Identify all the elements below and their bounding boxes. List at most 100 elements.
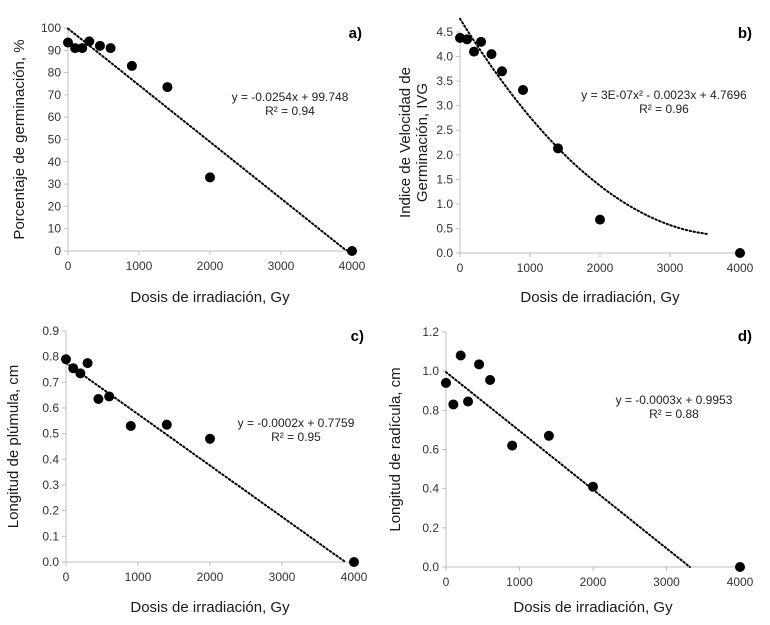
data-point [507, 440, 518, 451]
y-tick-label: 90 [48, 43, 62, 57]
y-axis-title-line: Germinación, IVG [414, 83, 431, 202]
y-axis-title: Indice de Velocidad deGerminación, IVG [397, 67, 431, 218]
y-tick-label: 0 [54, 244, 61, 258]
data-point [543, 430, 554, 441]
y-tick-label: 80 [48, 66, 62, 80]
data-point [497, 66, 507, 77]
y-axis-title-line: Indice de Velocidad de [397, 67, 414, 218]
data-point [162, 82, 173, 93]
x-tick-label: 1000 [125, 570, 152, 584]
data-point [462, 34, 472, 45]
y-tick-label: 30 [48, 177, 62, 191]
data-point [485, 374, 496, 385]
y-tick-label: 40 [48, 155, 62, 169]
y-tick-label: 1.2 [422, 325, 439, 339]
panel-label: b) [738, 25, 752, 42]
y-tick-label: 70 [48, 88, 62, 102]
y-tick-label: 0.7 [42, 375, 59, 389]
data-point [347, 246, 357, 256]
x-tick-label: 2000 [587, 261, 614, 275]
x-axis-title: Dosis de irradiación, Gy [513, 599, 673, 616]
y-tick-label: 3.0 [436, 99, 453, 113]
x-tick-label: 2000 [197, 570, 224, 584]
data-point [518, 84, 528, 95]
y-tick-label: 0.1 [42, 529, 59, 543]
y-tick-label: 0.6 [42, 401, 59, 415]
y-tick-label: 100 [41, 21, 61, 35]
data-point [105, 43, 116, 54]
x-tick-label: 2000 [580, 575, 607, 589]
panel-label: a) [349, 25, 362, 42]
y-tick-label: 0.2 [422, 521, 439, 535]
x-axis-title: Dosis de irradiación, Gy [130, 599, 290, 616]
y-tick-label: 10 [48, 222, 62, 236]
data-point [205, 433, 215, 444]
data-point [126, 60, 137, 71]
y-tick-label: 0.4 [422, 482, 439, 496]
x-tick-label: 3000 [653, 575, 680, 589]
x-tick-label: 4000 [727, 261, 754, 275]
data-point [63, 37, 73, 48]
r-squared: R² = 0.94 [265, 104, 315, 118]
y-tick-label: 0.0 [436, 246, 453, 260]
y-tick-label: 2.0 [436, 148, 453, 162]
data-point [94, 40, 105, 51]
data-point [735, 562, 745, 572]
x-tick-label: 4000 [339, 259, 366, 273]
x-tick-label: 3000 [269, 570, 296, 584]
trendline [445, 371, 691, 568]
y-tick-label: 0.8 [42, 350, 59, 364]
y-axis-title: Longitud de radícula, cm [387, 367, 404, 531]
y-tick-label: 0.4 [42, 452, 59, 466]
trendline [67, 27, 353, 252]
data-point [82, 358, 93, 369]
data-point [463, 396, 474, 407]
y-tick-label: 1.0 [422, 364, 439, 378]
y-tick-label: 50 [48, 133, 62, 147]
data-point [161, 419, 172, 430]
data-point [469, 46, 479, 57]
x-tick-label: 4000 [727, 575, 754, 589]
y-tick-label: 4.5 [436, 25, 453, 39]
data-point [474, 359, 485, 370]
trendline [459, 17, 710, 236]
data-point [93, 394, 104, 405]
y-tick-label: 0.2 [42, 504, 59, 518]
x-tick-label: 1000 [126, 259, 153, 273]
y-tick-label: 0.0 [42, 555, 59, 569]
y-tick-label: 0.6 [422, 443, 439, 457]
trend-equation: y = -0.0003x + 0.9953 [616, 393, 733, 407]
data-point [68, 363, 79, 374]
data-point [735, 248, 745, 258]
data-point [553, 143, 563, 154]
x-axis-title: Dosis de irradiación, Gy [520, 289, 680, 306]
y-tick-label: 2.5 [436, 123, 453, 137]
data-point [455, 350, 466, 361]
data-point [441, 377, 451, 388]
r-squared: R² = 0.95 [271, 430, 321, 444]
panel-c: 0.0 0.1 0.2 0.3 0.4 0.5 0.6 0.7 0.8 0.9 0 1000 2000 3… [5, 324, 368, 616]
y-axis-title: Longitud de plúmula, cm [5, 365, 22, 528]
data-point [61, 354, 71, 365]
trend-equation: y = -0.0254x + 99.748 [232, 90, 349, 104]
x-tick-label: 1000 [517, 261, 544, 275]
x-tick-label: 0 [65, 259, 72, 273]
y-tick-label: 0.3 [42, 478, 59, 492]
r-squared: R² = 0.96 [639, 102, 689, 116]
data-point [75, 368, 86, 379]
data-point [588, 481, 598, 492]
x-tick-label: 2000 [197, 259, 224, 273]
y-tick-label: 3.5 [436, 74, 453, 88]
y-tick-label: 0.5 [42, 427, 59, 441]
data-point [84, 36, 95, 47]
data-point [448, 399, 459, 410]
data-point [595, 214, 605, 225]
r-squared: R² = 0.88 [649, 407, 699, 421]
trend-equation: y = -0.0002x + 0.7759 [238, 416, 355, 430]
x-tick-label: 3000 [268, 259, 295, 273]
x-tick-label: 3000 [657, 261, 684, 275]
trend-equation: y = 3E-07x² - 0.0023x + 4.7696 [581, 88, 747, 102]
data-point [77, 43, 88, 54]
